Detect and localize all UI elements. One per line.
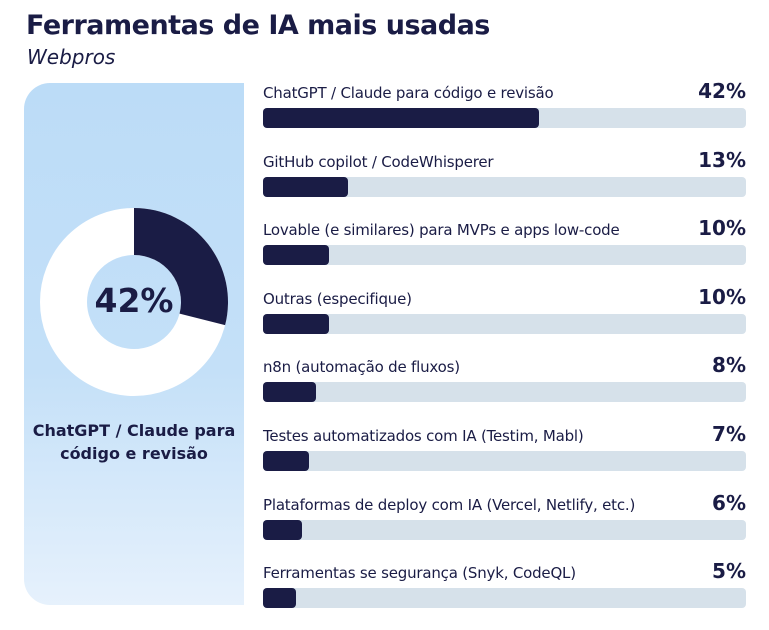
highlight-panel: 42% ChatGPT / Claude para código e revis… [24, 83, 244, 605]
bar-value-label: 13% [698, 147, 746, 172]
bar [263, 245, 329, 266]
bar-label: Plataformas de deploy com IA (Vercel, Ne… [263, 495, 636, 514]
bar [263, 519, 303, 540]
bar-label: n8n (automação de fluxos) [263, 358, 460, 377]
bar-row: Ferramentas se segurança (Snyk, CodeQL) … [263, 559, 746, 624]
bar-row: Outras (especifique) 10% [263, 285, 746, 350]
bar-row: Testes automatizados com IA (Testim, Mab… [263, 422, 746, 487]
donut-center-value: 42% [94, 281, 174, 320]
bar-value-label: 6% [712, 490, 746, 515]
donut-chart [40, 208, 228, 396]
donut-slice [134, 208, 228, 326]
bar [263, 108, 539, 128]
bar-label: Testes automatizados com IA (Testim, Mab… [263, 427, 584, 445]
bar-label: ChatGPT / Claude para código e revisão [263, 84, 554, 102]
bar-row: ChatGPT / Claude para código e revisão 4… [263, 79, 746, 144]
bar [263, 451, 309, 471]
bar [263, 382, 316, 403]
bar-label: Ferramentas se segurança (Snyk, CodeQL) [263, 564, 576, 583]
bar-track [263, 588, 746, 609]
bar-label: Lovable (e similares) para MVPs e apps l… [263, 221, 620, 240]
bar-value-label: 5% [712, 559, 746, 584]
bar-row: Lovable (e similares) para MVPs e apps l… [263, 216, 746, 281]
bar-track [263, 245, 746, 266]
bar-row: Plataformas de deploy com IA (Vercel, Ne… [263, 491, 746, 556]
bar-track [263, 313, 746, 334]
bar-value-label: 10% [698, 284, 746, 309]
bar [263, 313, 329, 334]
bar-track [263, 382, 746, 403]
bar-row: n8n (automação de fluxos) 8% [263, 353, 746, 418]
bar-track [263, 108, 746, 128]
bar-value-label: 10% [698, 216, 746, 241]
chart-subtitle: Webpros [27, 45, 116, 69]
bar [263, 588, 296, 609]
bar-track [263, 451, 746, 471]
bar-track [263, 176, 746, 197]
bar-value-label: 42% [698, 79, 746, 103]
bar-label: GitHub copilot / CodeWhisperer [263, 152, 494, 171]
bar-track [263, 519, 746, 540]
bar [263, 176, 349, 197]
bar-value-label: 7% [712, 422, 746, 446]
bar-row: GitHub copilot / CodeWhisperer 13% [263, 148, 746, 213]
bar-label: Outras (especifique) [263, 289, 412, 308]
donut-label: ChatGPT / Claude para código e revisão [32, 421, 236, 463]
bar-value-label: 8% [712, 353, 746, 378]
chart-title: Ferramentas de IA mais usadas [26, 10, 490, 41]
